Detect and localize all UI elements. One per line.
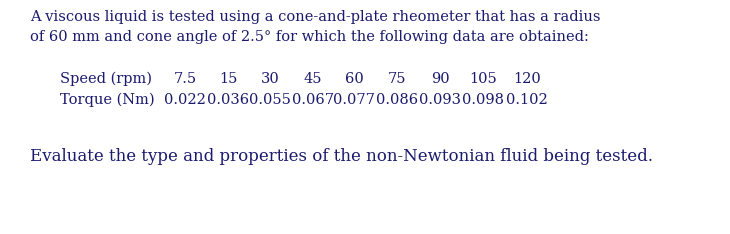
Text: 45: 45 [304,72,322,86]
Text: 0.036: 0.036 [207,93,249,107]
Text: 30: 30 [261,72,280,86]
Text: 7.5: 7.5 [174,72,196,86]
Text: 120: 120 [513,72,541,86]
Text: 105: 105 [469,72,497,86]
Text: 0.055: 0.055 [249,93,291,107]
Text: Torque (Nm): Torque (Nm) [60,93,155,107]
Text: 90: 90 [431,72,449,86]
Text: A viscous liquid is tested using a cone-and-plate rheometer that has a radius: A viscous liquid is tested using a cone-… [30,10,601,24]
Text: Evaluate the type and properties of the non-Newtonian fluid being tested.: Evaluate the type and properties of the … [30,148,653,165]
Text: 0.086: 0.086 [376,93,418,107]
Text: of 60 mm and cone angle of 2.5° for which the following data are obtained:: of 60 mm and cone angle of 2.5° for whic… [30,30,589,44]
Text: Speed (rpm): Speed (rpm) [60,72,152,86]
Text: 0.077: 0.077 [333,93,375,107]
Text: 0.102: 0.102 [506,93,548,107]
Text: 0.098: 0.098 [462,93,504,107]
Text: 60: 60 [345,72,364,86]
Text: 75: 75 [388,72,407,86]
Text: 0.022: 0.022 [164,93,206,107]
Text: 15: 15 [219,72,237,86]
Text: 0.067: 0.067 [292,93,334,107]
Text: 0.093: 0.093 [419,93,461,107]
